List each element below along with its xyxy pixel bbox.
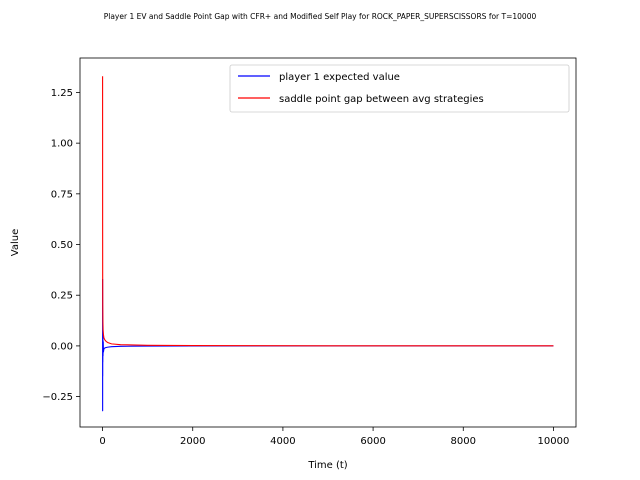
plot-frame bbox=[79, 57, 577, 428]
legend-label-saddle-gap: saddle point gap between avg strategies bbox=[279, 94, 484, 105]
x-tick-label: 2000 bbox=[180, 436, 205, 447]
y-axis-ticks: −0.25 0.00 0.25 0.50 0.75 1.00 1.25 bbox=[42, 88, 80, 403]
series-line-0 bbox=[102, 278, 554, 412]
x-axis-label: Time (t) bbox=[307, 460, 347, 471]
y-tick-label: 1.00 bbox=[51, 139, 73, 150]
x-tick-label: 0 bbox=[99, 436, 105, 447]
x-tick-label: 8000 bbox=[451, 436, 476, 447]
y-tick-label: −0.25 bbox=[42, 392, 73, 403]
y-tick-label: 0.00 bbox=[51, 341, 73, 352]
x-axis-ticks: 0 2000 4000 6000 8000 10000 bbox=[99, 427, 569, 447]
series-layer bbox=[102, 76, 554, 412]
y-tick-label: 0.50 bbox=[51, 240, 73, 251]
y-tick-label: 0.25 bbox=[51, 291, 73, 302]
legend-label-player1: player 1 expected value bbox=[279, 72, 400, 83]
x-tick-label: 4000 bbox=[270, 436, 295, 447]
legend-box bbox=[229, 64, 570, 113]
chart-title: Player 1 EV and Saddle Point Gap with CF… bbox=[104, 12, 537, 21]
x-tick-label: 10000 bbox=[538, 436, 570, 447]
plot-area bbox=[79, 57, 577, 428]
y-axis-label: Value bbox=[10, 229, 21, 256]
x-tick-label: 6000 bbox=[360, 436, 385, 447]
legend: player 1 expected value saddle point gap… bbox=[229, 64, 570, 113]
y-tick-label: 1.25 bbox=[51, 88, 73, 99]
series-line-1 bbox=[102, 76, 554, 347]
y-tick-label: 0.75 bbox=[51, 189, 73, 200]
